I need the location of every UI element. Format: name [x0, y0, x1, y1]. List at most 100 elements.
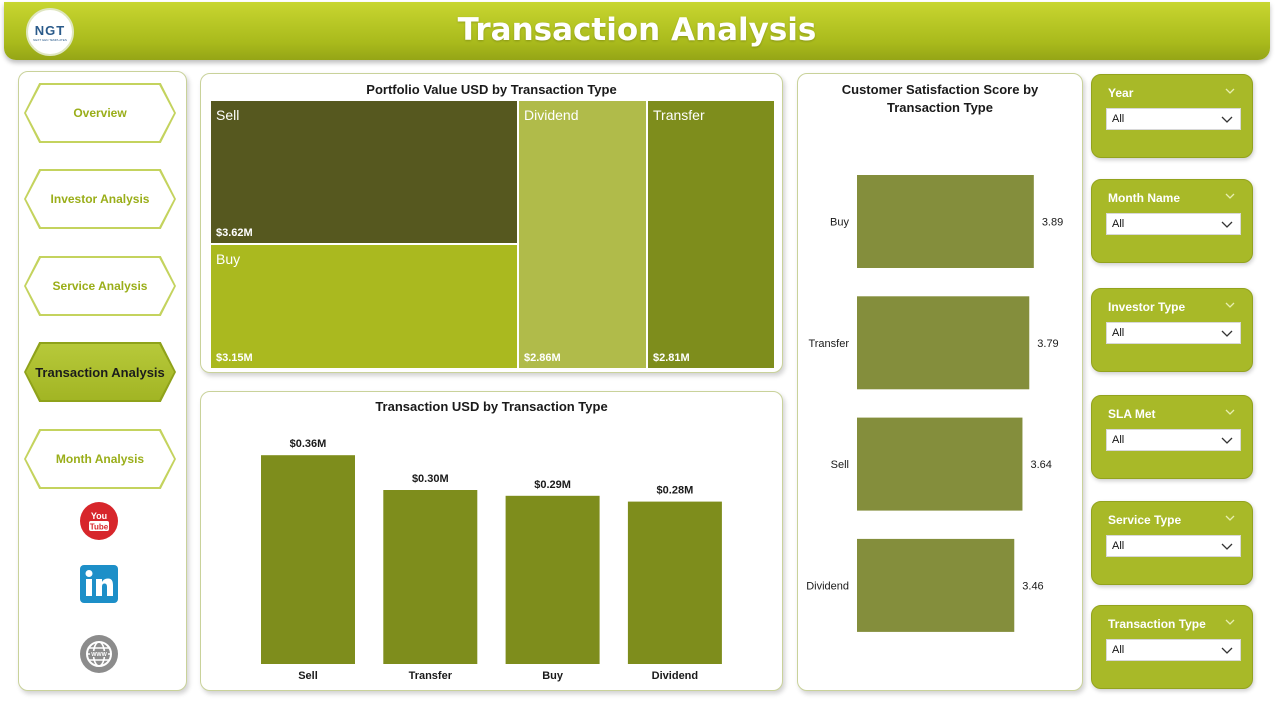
- chevron-down-icon[interactable]: [1224, 405, 1236, 417]
- treemap-tile-sell[interactable]: Sell $3.62M: [211, 101, 517, 243]
- chevron-down-icon[interactable]: [1224, 189, 1236, 201]
- slicer-value: All: [1112, 327, 1125, 339]
- slicer-investor-type: Investor Type All: [1091, 288, 1253, 372]
- bar-sell[interactable]: [261, 455, 355, 664]
- bar-value-label: $0.36M: [290, 438, 327, 450]
- chevron-down-icon: [1221, 647, 1233, 654]
- hbar-sell[interactable]: [857, 417, 1023, 511]
- tile-label: Sell: [216, 107, 240, 123]
- tile-value: $3.62M: [216, 227, 253, 239]
- chevron-down-icon: [1221, 330, 1233, 337]
- bar-value-label: $0.28M: [657, 485, 694, 497]
- tile-value: $3.15M: [216, 352, 253, 364]
- y-tick-label: Dividend: [806, 580, 849, 592]
- slicer-dropdown[interactable]: All: [1106, 429, 1241, 451]
- slicer-dropdown[interactable]: All: [1106, 108, 1241, 130]
- bar-buy[interactable]: [505, 495, 600, 664]
- slicer-value: All: [1112, 540, 1125, 552]
- treemap-tile-buy[interactable]: Buy $3.15M: [211, 245, 517, 368]
- page-title: Transaction Analysis: [457, 12, 817, 48]
- svg-text:WWW: WWW: [91, 652, 107, 658]
- treemap-panel: Portfolio Value USD by Transaction Type …: [200, 73, 783, 373]
- slicer-value: All: [1112, 644, 1125, 656]
- slicer-service-type: Service Type All: [1091, 501, 1253, 585]
- slicer-value: All: [1112, 113, 1125, 125]
- y-tick-label: Transfer: [808, 338, 849, 350]
- company-logo: NGT NEXT GEN TEMPLATES: [26, 8, 74, 56]
- tile-label: Dividend: [524, 107, 579, 123]
- nav-label: Transaction Analysis: [35, 364, 165, 380]
- tile-value: $2.81M: [653, 352, 690, 364]
- svg-text:You: You: [91, 511, 107, 521]
- hbar-transfer[interactable]: [857, 296, 1030, 390]
- bar-value-label: $0.29M: [534, 479, 571, 491]
- nav-label: Overview: [73, 106, 127, 120]
- chevron-down-icon[interactable]: [1224, 298, 1236, 310]
- nav-transaction-analysis-button[interactable]: Transaction Analysis: [24, 342, 176, 402]
- treemap-tile-dividend[interactable]: Dividend $2.86M: [519, 101, 646, 368]
- logo-tagline: NEXT GEN TEMPLATES: [33, 37, 67, 42]
- nav-overview-button[interactable]: Overview: [24, 83, 176, 143]
- transaction-bar-panel: Transaction USD by Transaction Type $0.3…: [200, 391, 783, 691]
- header-bar: NGT NEXT GEN TEMPLATES Transaction Analy…: [4, 2, 1270, 60]
- slicer-sla-met: SLA Met All: [1091, 395, 1253, 479]
- slicer-year: Year All: [1091, 74, 1253, 158]
- slicer-dropdown[interactable]: All: [1106, 213, 1241, 235]
- bar-value-label: $0.30M: [412, 473, 449, 485]
- satisfaction-title-line2: Transaction Type: [887, 100, 993, 115]
- tile-label: Buy: [216, 251, 241, 267]
- globe-icon[interactable]: WWW: [79, 634, 119, 674]
- x-tick-label: Dividend: [652, 670, 698, 682]
- satisfaction-panel: Customer Satisfaction Score by Transacti…: [797, 73, 1083, 691]
- y-tick-label: Buy: [830, 217, 849, 229]
- tile-value: $2.86M: [524, 352, 561, 364]
- slicer-label: Service Type: [1108, 513, 1182, 527]
- slicer-transaction-type: Transaction Type All: [1091, 605, 1253, 689]
- nav-month-analysis-button[interactable]: Month Analysis: [24, 429, 176, 489]
- slicer-label: SLA Met: [1108, 407, 1156, 421]
- satisfaction-title-line1: Customer Satisfaction Score by: [841, 82, 1039, 97]
- nav-label: Service Analysis: [52, 279, 148, 293]
- chevron-down-icon: [1221, 543, 1233, 550]
- hbar-value-label: 3.89: [1042, 217, 1063, 229]
- bar-transfer[interactable]: [383, 490, 478, 664]
- slicer-month-name: Month Name All: [1091, 179, 1253, 263]
- treemap-title: Portfolio Value USD by Transaction Type: [366, 82, 617, 97]
- nav-investor-analysis-button[interactable]: Investor Analysis: [24, 169, 176, 229]
- bar-dividend[interactable]: [627, 501, 722, 664]
- tile-label: Transfer: [653, 107, 705, 123]
- youtube-icon[interactable]: You Tube: [79, 501, 119, 541]
- slicer-value: All: [1112, 434, 1125, 446]
- x-tick-label: Buy: [542, 670, 564, 682]
- chevron-down-icon[interactable]: [1224, 511, 1236, 523]
- logo-text: NGT: [34, 22, 66, 38]
- slicer-dropdown[interactable]: All: [1106, 322, 1241, 344]
- hbar-value-label: 3.46: [1022, 580, 1043, 592]
- slicer-label: Month Name: [1108, 191, 1180, 205]
- chevron-down-icon[interactable]: [1224, 615, 1236, 627]
- nav-label: Month Analysis: [55, 452, 145, 466]
- hbar-buy[interactable]: [857, 175, 1034, 268]
- slicer-dropdown[interactable]: All: [1106, 639, 1241, 661]
- nav-service-analysis-button[interactable]: Service Analysis: [24, 256, 176, 316]
- satisfaction-chart: Buy 3.89 Transfer 3.79 Sell 3.64 Dividend 3.46: [806, 175, 1063, 632]
- treemap-tile-transfer[interactable]: Transfer $2.81M: [648, 101, 774, 368]
- svg-text:Tube: Tube: [90, 523, 109, 532]
- hbar-value-label: 3.64: [1030, 459, 1051, 471]
- slicer-label: Investor Type: [1108, 300, 1186, 314]
- y-tick-label: Sell: [831, 459, 849, 471]
- chevron-down-icon: [1221, 221, 1233, 228]
- chevron-down-icon[interactable]: [1224, 84, 1236, 96]
- slicer-label: Transaction Type: [1108, 617, 1206, 631]
- bar-chart: $0.36M Sell $0.30M Transfer $0.29M Buy $0.28M D…: [261, 438, 722, 682]
- slicer-value: All: [1112, 218, 1125, 230]
- slicer-dropdown[interactable]: All: [1106, 535, 1241, 557]
- slicer-label: Year: [1108, 86, 1134, 100]
- nav-label: Investor Analysis: [50, 192, 150, 206]
- bar-chart-title: Transaction USD by Transaction Type: [375, 399, 608, 414]
- hbar-dividend[interactable]: [857, 538, 1015, 632]
- chevron-down-icon: [1221, 116, 1233, 123]
- hbar-value-label: 3.79: [1037, 338, 1058, 350]
- x-tick-label: Transfer: [409, 670, 453, 682]
- linkedin-icon[interactable]: [79, 564, 119, 604]
